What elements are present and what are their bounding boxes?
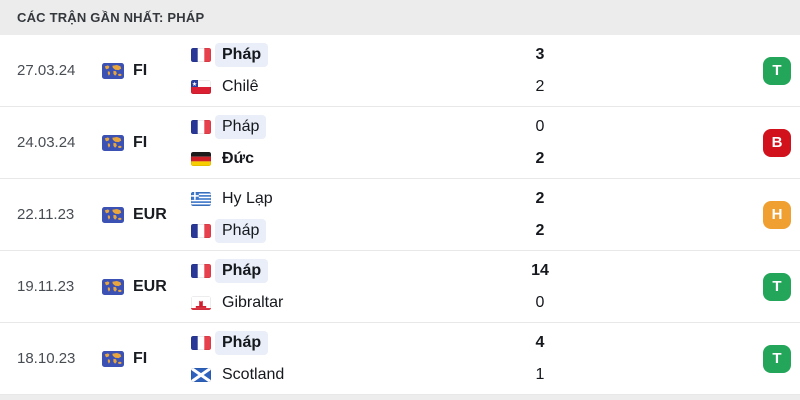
result-cell: H [560, 200, 800, 229]
result-badge[interactable]: B [763, 128, 791, 157]
match-date: 18.10.23 [17, 350, 76, 367]
away-team-line: Scotland 1 [191, 363, 560, 387]
team-name: Scotland [222, 365, 285, 383]
teams-cell: Pháp 4 Scotland 1 [191, 330, 560, 387]
competition-label: FI [133, 133, 148, 151]
france-flag-icon [191, 335, 211, 350]
team-name: Đức [222, 149, 255, 167]
greece-flag-icon [191, 191, 211, 206]
teams-cell: Pháp 0 Đức 2 [191, 114, 560, 171]
gibraltar-flag-icon [191, 295, 211, 310]
team-score: 4 [535, 333, 545, 351]
home-team-line: Pháp 3 [191, 42, 560, 67]
result-badge[interactable]: T [763, 272, 791, 301]
competition-label: EUR [133, 205, 167, 223]
match-date: 27.03.24 [17, 62, 76, 79]
team-score: 2 [535, 221, 545, 239]
team-name: Hy Lạp [222, 189, 273, 207]
result-cell: B [560, 128, 800, 157]
france-flag-icon [191, 263, 211, 278]
match-row[interactable]: 27.03.24 FI Pháp 3 Chilê 2 T [0, 35, 800, 107]
section-header: CÁC TRẬN GẦN NHẤT: PHÁP [0, 0, 800, 35]
section-divider [0, 395, 800, 400]
world-map-icon [102, 278, 124, 295]
match-row[interactable]: 22.11.23 EUR Hy Lạp 2 Pháp 2 H [0, 179, 800, 251]
match-row[interactable]: 18.10.23 FI Pháp 4 Scotland 1 T [0, 323, 800, 395]
competition-cell: FI [102, 134, 191, 152]
competition-cell: FI [102, 62, 191, 80]
matches-list: 27.03.24 FI Pháp 3 Chilê 2 T 24.03.24 FI [0, 35, 800, 395]
match-row[interactable]: 19.11.23 EUR Pháp 14 Gibraltar 0 T [0, 251, 800, 323]
home-team-line: Pháp 14 [191, 258, 560, 283]
team-score: 3 [535, 45, 545, 63]
team-score: 2 [535, 149, 545, 167]
competition-cell: FI [102, 350, 191, 368]
team-name: Pháp [215, 42, 269, 67]
france-flag-icon [191, 47, 211, 62]
scotland-flag-icon [191, 367, 211, 382]
chile-flag-icon [191, 79, 211, 94]
competition-label: FI [133, 61, 148, 79]
result-badge[interactable]: T [763, 56, 791, 85]
team-name: Pháp [215, 114, 267, 139]
team-score: 2 [535, 189, 545, 207]
team-score: 1 [535, 365, 545, 383]
home-team-line: Hy Lạp 2 [191, 187, 560, 211]
germany-flag-icon [191, 151, 211, 166]
team-name: Chilê [222, 77, 259, 95]
teams-cell: Hy Lạp 2 Pháp 2 [191, 187, 560, 243]
away-team-line: Đức 2 [191, 147, 560, 171]
away-team-line: Chilê 2 [191, 75, 560, 99]
competition-label: FI [133, 349, 148, 367]
world-map-icon [102, 62, 124, 79]
team-score: 2 [535, 77, 545, 95]
section-title: CÁC TRẬN GẦN NHẤT: PHÁP [17, 10, 205, 25]
world-map-icon [102, 206, 124, 223]
france-flag-icon [191, 119, 211, 134]
home-team-line: Pháp 4 [191, 330, 560, 355]
competition-cell: EUR [102, 206, 191, 224]
teams-cell: Pháp 3 Chilê 2 [191, 42, 560, 99]
team-score: 0 [535, 117, 545, 135]
team-score: 14 [531, 261, 549, 279]
team-name: Pháp [215, 258, 269, 283]
world-map-icon [102, 134, 124, 151]
result-badge[interactable]: T [763, 344, 791, 373]
team-name: Pháp [215, 330, 269, 355]
team-name: Pháp [215, 218, 267, 243]
france-flag-icon [191, 223, 211, 238]
result-cell: T [560, 56, 800, 85]
match-date: 19.11.23 [17, 278, 75, 295]
teams-cell: Pháp 14 Gibraltar 0 [191, 258, 560, 315]
match-date: 22.11.23 [17, 206, 75, 223]
away-team-line: Gibraltar 0 [191, 291, 560, 315]
competition-label: EUR [133, 277, 167, 295]
result-badge[interactable]: H [763, 200, 791, 229]
team-score: 0 [535, 293, 545, 311]
team-name: Gibraltar [222, 293, 284, 311]
match-date: 24.03.24 [17, 134, 76, 151]
result-cell: T [560, 272, 800, 301]
competition-cell: EUR [102, 278, 191, 296]
home-team-line: Pháp 0 [191, 114, 560, 139]
away-team-line: Pháp 2 [191, 218, 560, 243]
match-row[interactable]: 24.03.24 FI Pháp 0 Đức 2 B [0, 107, 800, 179]
world-map-icon [102, 350, 124, 367]
result-cell: T [560, 344, 800, 373]
